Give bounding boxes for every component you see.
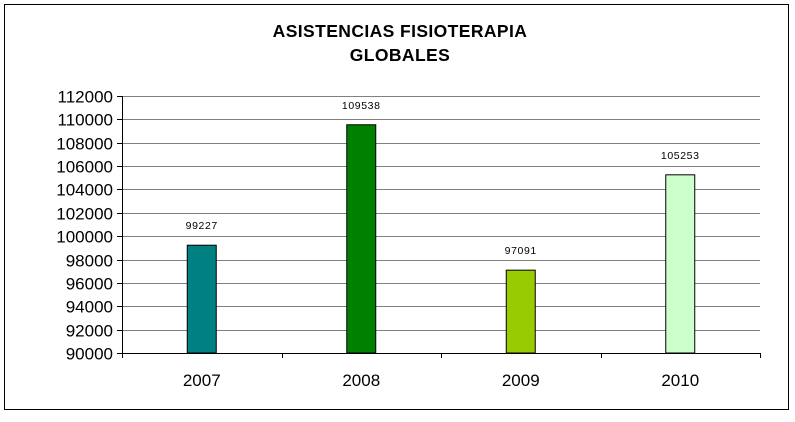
x-tick-label-2008: 2008 (342, 371, 380, 390)
bar-2009 (505, 269, 536, 354)
chart-title-line-2: GLOBALES (349, 45, 451, 65)
axes (117, 96, 761, 358)
y-tick-label: 106000 (56, 158, 113, 177)
y-tick-label: 90000 (66, 345, 113, 364)
y-tick-label: 98000 (66, 252, 113, 271)
y-tick-label: 94000 (66, 298, 113, 317)
y-tick-label: 108000 (56, 135, 113, 154)
data-label-2007: 99227 (186, 220, 218, 232)
bars (186, 124, 696, 354)
x-tick-labels: 2007 2008 2009 2010 (183, 371, 699, 390)
bar-2008 (346, 124, 377, 354)
y-tick-labels: 90000 92000 94000 96000 98000 100000 102000 104… (56, 88, 113, 364)
data-label-2010: 105253 (661, 150, 700, 162)
y-tick-label: 96000 (66, 275, 113, 294)
y-tick-label: 104000 (56, 181, 113, 200)
x-tick-label-2009: 2009 (502, 371, 540, 390)
data-label-2009: 97091 (505, 245, 537, 257)
data-labels: 99227 109538 97091 105253 (186, 100, 700, 257)
x-tick-label-2007: 2007 (183, 371, 221, 390)
y-tick-label: 110000 (58, 111, 113, 130)
gridlines (122, 96, 760, 331)
chart-frame (4, 4, 789, 410)
data-label-2008: 109538 (342, 100, 381, 112)
y-tick-label: 100000 (56, 228, 113, 247)
y-tick-label: 102000 (56, 205, 113, 224)
x-tick-label-2010: 2010 (661, 371, 699, 390)
chart-title: ASISTENCIAS FISIOTERAPIA GLOBALES (0, 19, 795, 67)
bar-2007 (186, 244, 217, 354)
y-tick-label: 92000 (66, 322, 113, 341)
y-tick-label: 112000 (58, 88, 113, 107)
chart-title-line-1: ASISTENCIAS FISIOTERAPIA (272, 21, 528, 41)
bar-2010 (665, 174, 696, 354)
